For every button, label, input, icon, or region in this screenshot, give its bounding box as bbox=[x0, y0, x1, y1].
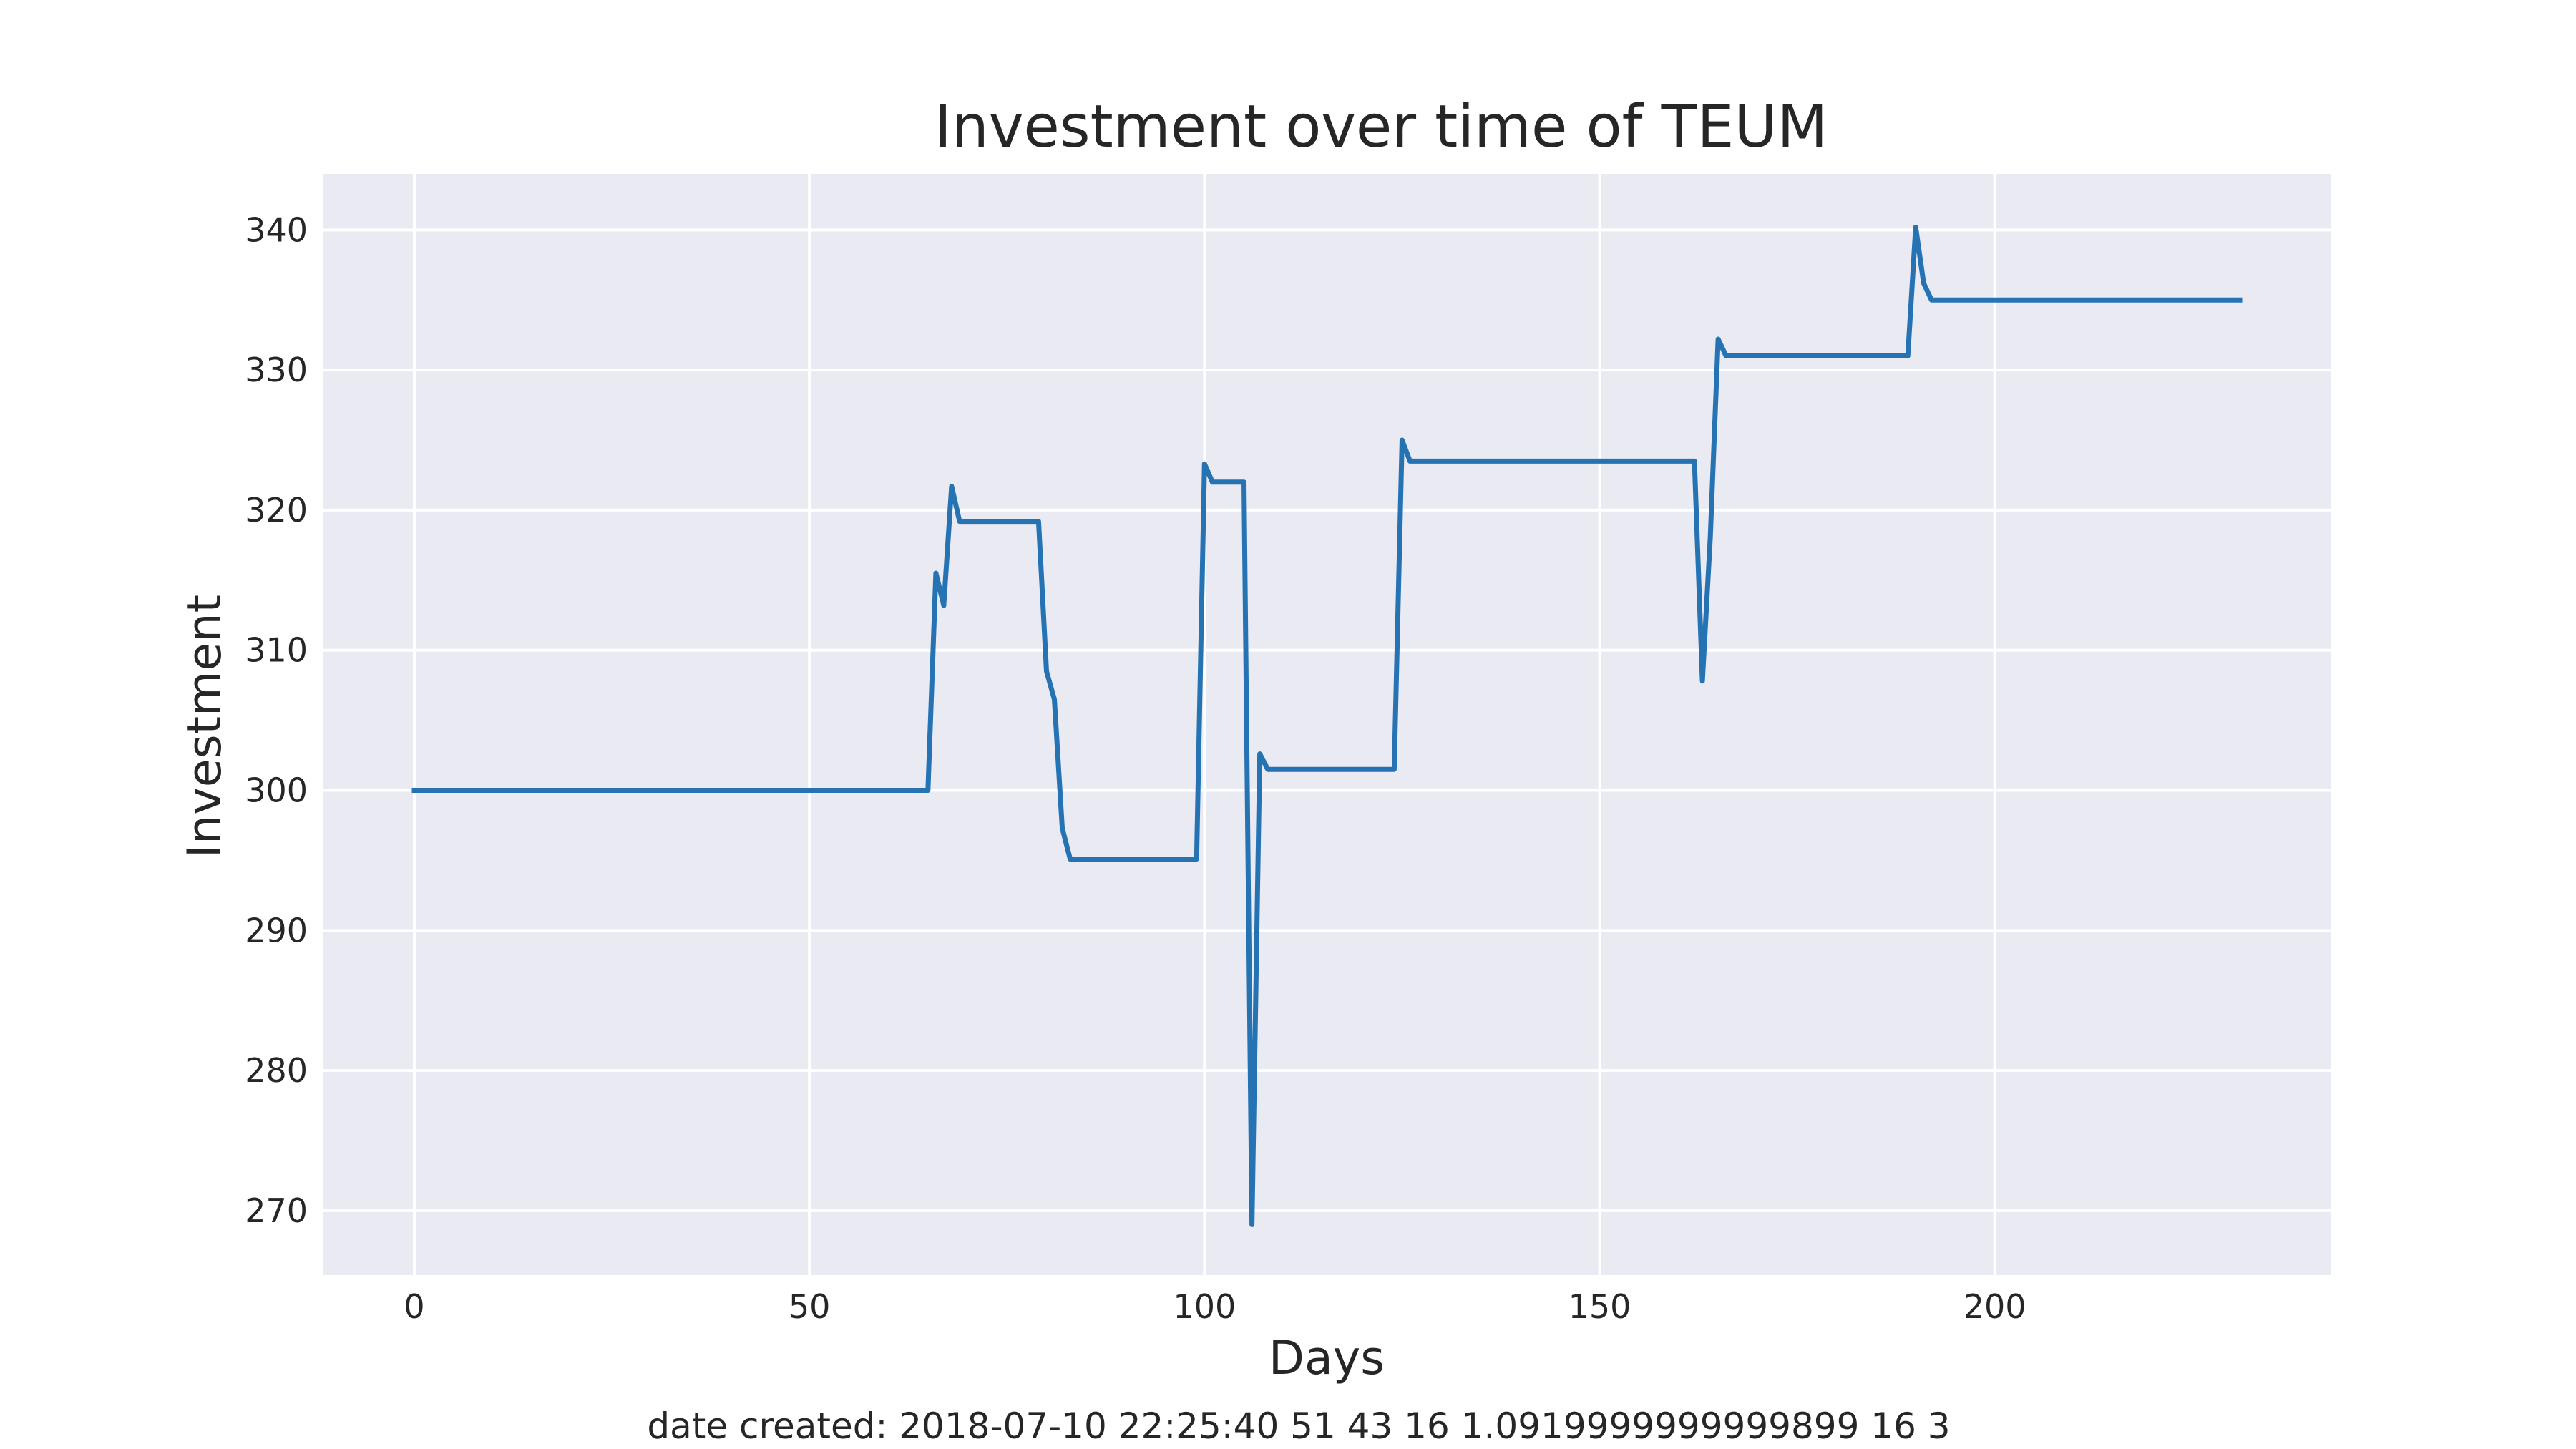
x-axis-label: Days bbox=[1269, 1332, 1385, 1385]
x-tick-label: 100 bbox=[1173, 1287, 1236, 1326]
x-tick-label: 0 bbox=[404, 1287, 424, 1326]
y-tick-label: 270 bbox=[245, 1191, 308, 1230]
y-tick-label: 340 bbox=[245, 210, 308, 249]
x-tick-label: 150 bbox=[1568, 1287, 1631, 1326]
y-tick-label: 300 bbox=[245, 771, 308, 810]
x-tick-label: 200 bbox=[1963, 1287, 2026, 1326]
plot-area bbox=[323, 174, 2331, 1275]
y-tick-label: 320 bbox=[245, 491, 308, 530]
date-created-caption: date created: 2018-07-10 22:25:40 51 43 … bbox=[647, 1405, 1950, 1447]
y-axis-label: Investment bbox=[178, 595, 232, 858]
y-tick-label: 310 bbox=[245, 631, 308, 670]
investment-series-line bbox=[411, 224, 2243, 1227]
tick-labels: 0 50 100 150 200 270 280 290 300 310 320 330 340 bbox=[245, 210, 2026, 1326]
x-tick-label: 50 bbox=[789, 1287, 831, 1326]
y-tick-label: 330 bbox=[245, 351, 308, 389]
series-layer bbox=[411, 224, 2243, 1227]
y-tick-label: 290 bbox=[245, 911, 308, 950]
y-tick-label: 280 bbox=[245, 1051, 308, 1090]
chart-title: Investment over time of TEUM bbox=[935, 93, 1828, 161]
